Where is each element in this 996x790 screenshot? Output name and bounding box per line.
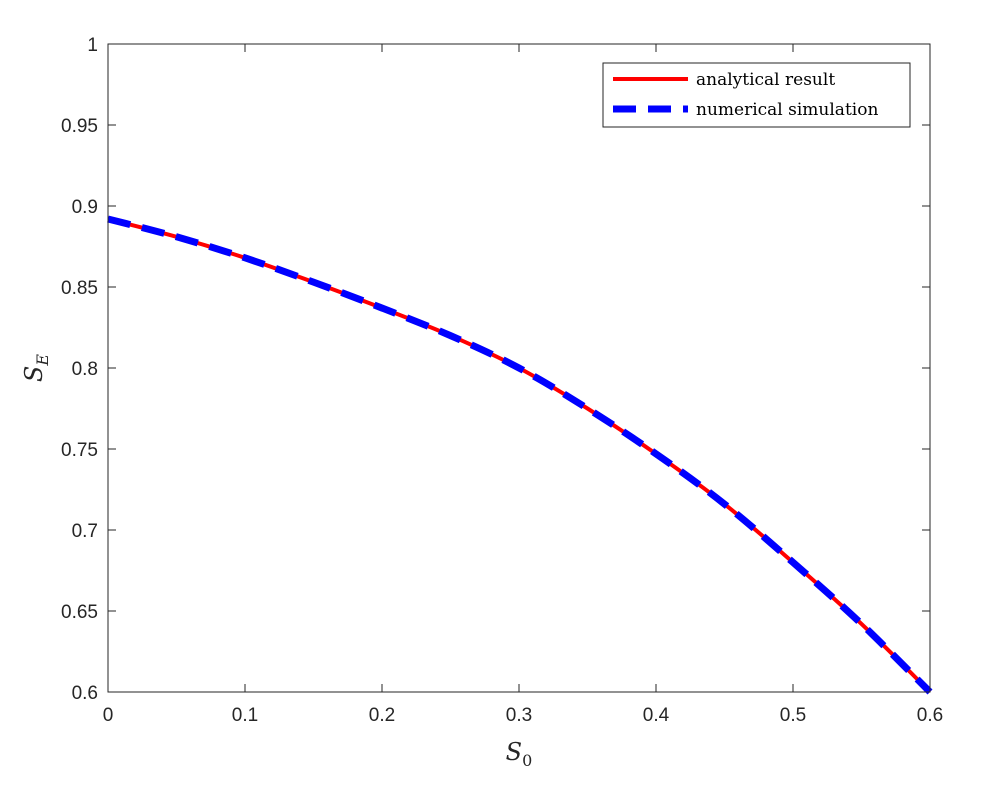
- y-tick-label: 1: [87, 35, 98, 56]
- legend-label-numerical-simulation: numerical simulation: [696, 100, 878, 120]
- y-tick-label: 0.85: [61, 278, 98, 299]
- x-tick-label: 0.5: [780, 705, 806, 726]
- legend-label-analytical-result: analytical result: [696, 70, 835, 90]
- y-tick-label: 0.9: [72, 197, 98, 218]
- y-tick-label: 0.65: [61, 602, 98, 623]
- x-tick-label: 0: [103, 705, 114, 726]
- y-tick-label: 0.95: [61, 116, 98, 137]
- x-axis-title: S0: [506, 738, 533, 770]
- x-axis-ticks: 0 0.1 0.2 0.3 0.4 0.5 0.6: [103, 44, 943, 726]
- y-tick-label: 0.8: [72, 359, 98, 380]
- series-layer: [107, 215, 933, 695]
- series-line-numerical-simulation: [107, 215, 933, 695]
- x-tick-label: 0.6: [917, 705, 943, 726]
- x-tick-label: 0.3: [506, 705, 532, 726]
- y-axis-title: SE: [20, 354, 52, 382]
- x-tick-label: 0.1: [232, 705, 258, 726]
- y-tick-label: 0.6: [72, 683, 98, 704]
- x-tick-label: 0.4: [643, 705, 670, 726]
- y-tick-label: 0.75: [61, 440, 98, 461]
- legend-box: [602, 62, 911, 128]
- y-tick-label: 0.7: [72, 521, 98, 542]
- legend: analytical result numerical simulation: [602, 62, 911, 128]
- y-axis-ticks: 0.6 0.65 0.7 0.75 0.8 0.85 0.9 0.95 1: [61, 35, 930, 704]
- x-tick-label: 0.2: [369, 705, 395, 726]
